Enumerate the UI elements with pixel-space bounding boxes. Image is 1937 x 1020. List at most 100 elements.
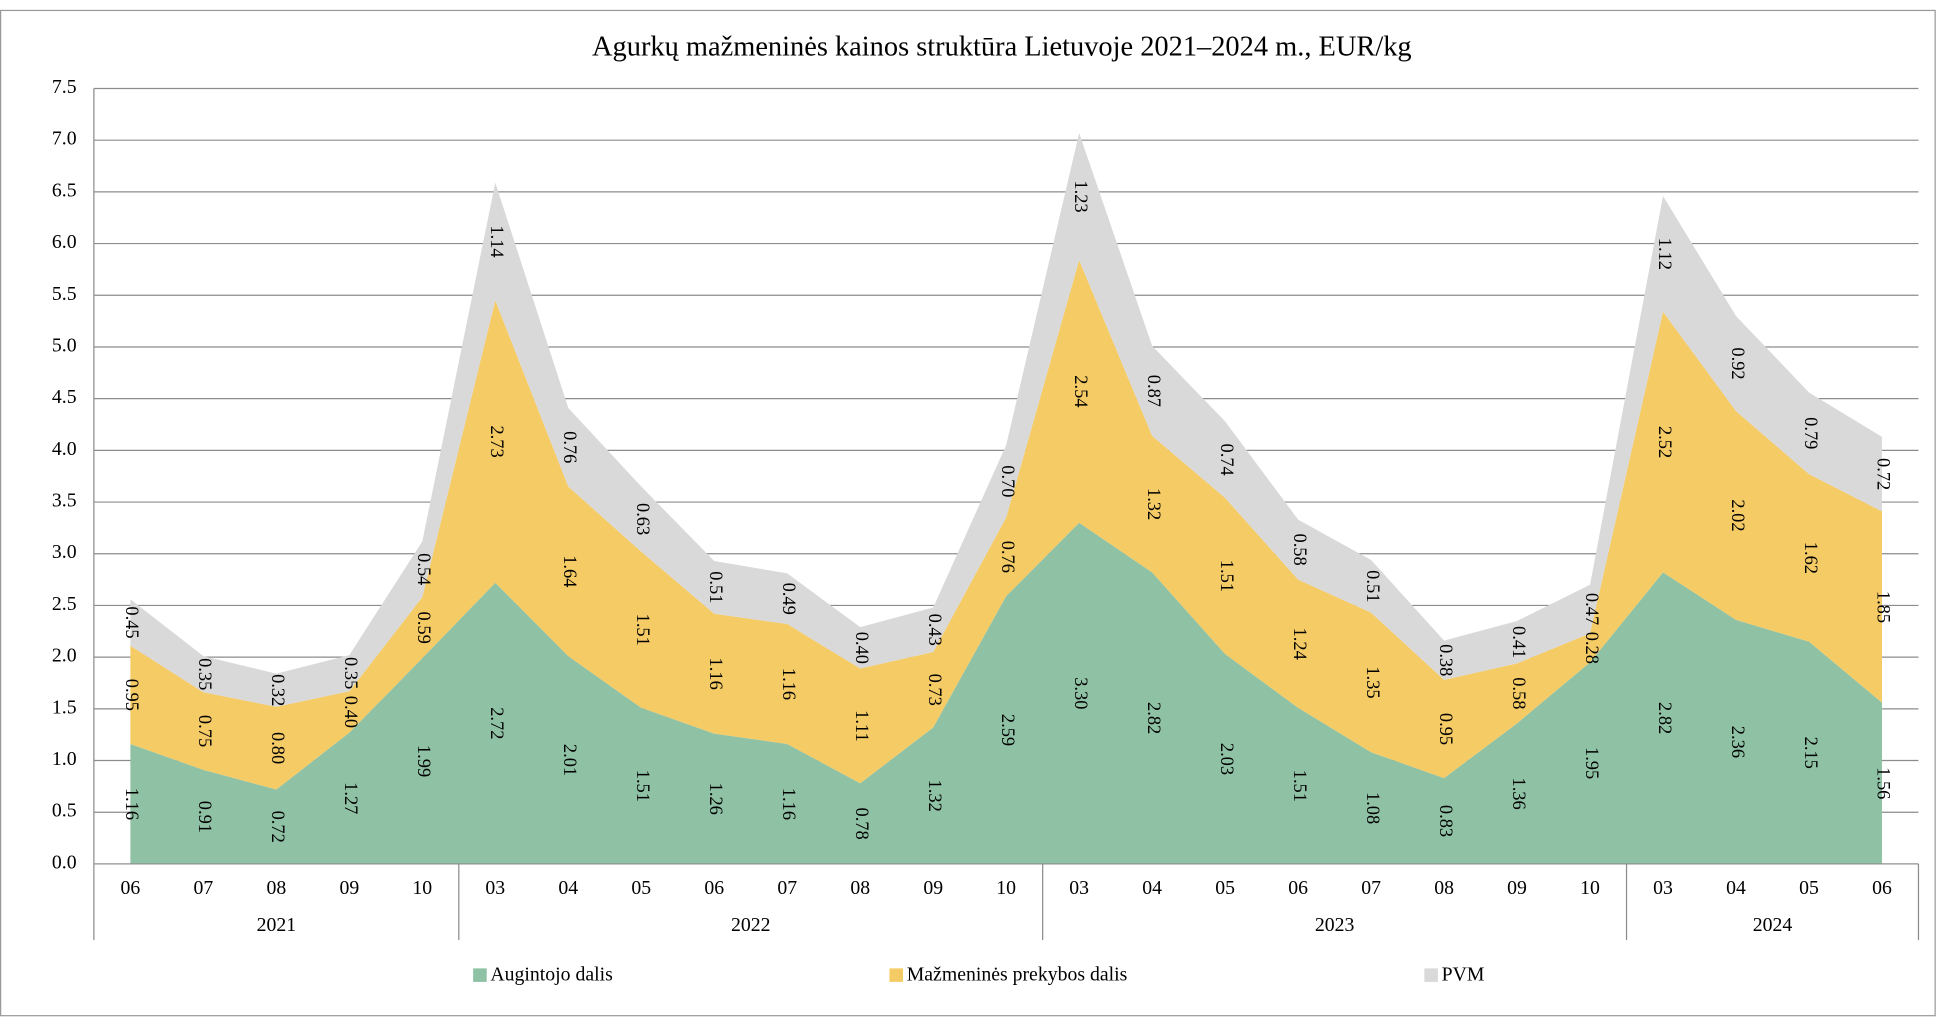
data-label: 0.58 <box>1509 677 1529 709</box>
legend-swatch <box>889 968 904 982</box>
data-label: 1.95 <box>1582 747 1602 779</box>
group-label: 2021 <box>257 914 297 936</box>
data-label: 0.79 <box>1801 417 1821 449</box>
data-label: 2.01 <box>560 744 580 776</box>
data-label: 1.08 <box>1363 792 1383 824</box>
data-label: 0.28 <box>1582 632 1602 664</box>
x-tick-label: 08 <box>1434 877 1454 899</box>
y-tick-label: 0.0 <box>52 851 77 873</box>
data-label: 1.26 <box>706 783 726 815</box>
data-label: 1.23 <box>1071 180 1091 212</box>
x-tick-label: 08 <box>266 877 286 899</box>
data-label: 1.12 <box>1655 238 1675 270</box>
data-label: 1.27 <box>341 782 361 814</box>
chart-title: Agurkų mažmeninės kainos struktūra Lietu… <box>592 32 1412 63</box>
data-label: 2.52 <box>1655 426 1675 458</box>
data-label: 1.51 <box>1217 560 1237 592</box>
x-tick-label: 03 <box>1069 877 1089 899</box>
data-label: 3.30 <box>1071 677 1091 709</box>
data-label: 1.64 <box>560 555 580 587</box>
y-tick-label: 7.0 <box>52 128 77 150</box>
data-label: 0.76 <box>560 431 580 463</box>
data-label: 1.16 <box>779 668 799 700</box>
x-tick-label: 05 <box>1799 877 1819 899</box>
data-label: 1.99 <box>414 745 434 777</box>
legend-swatch <box>473 968 487 982</box>
x-tick-label: 06 <box>1872 877 1892 899</box>
y-tick-label: 1.0 <box>52 748 77 770</box>
data-label: 1.35 <box>1363 666 1383 698</box>
data-label: 1.24 <box>1290 628 1310 660</box>
data-label: 0.63 <box>633 503 653 535</box>
y-tick-label: 1.5 <box>52 696 77 718</box>
data-label: 0.43 <box>925 614 945 646</box>
data-label: 0.75 <box>195 715 215 747</box>
y-tick-label: 5.5 <box>52 283 77 305</box>
x-tick-label: 04 <box>1726 877 1746 899</box>
data-label: 1.85 <box>1874 591 1894 623</box>
x-tick-label: 05 <box>631 877 651 899</box>
data-label: 1.51 <box>1290 770 1310 802</box>
x-tick-label: 06 <box>1288 877 1308 899</box>
data-label: 0.51 <box>706 571 726 603</box>
data-label: 0.49 <box>779 583 799 615</box>
data-label: 2.36 <box>1728 726 1748 758</box>
data-label: 1.11 <box>852 710 872 742</box>
group-label: 2024 <box>1753 914 1793 936</box>
y-tick-label: 4.5 <box>52 386 77 408</box>
data-label: 0.59 <box>414 612 434 644</box>
y-tick-label: 0.5 <box>52 800 77 822</box>
data-label: 1.32 <box>925 780 945 812</box>
x-tick-label: 10 <box>412 877 432 899</box>
data-label: 0.76 <box>998 541 1018 573</box>
data-label: 0.38 <box>1436 644 1456 676</box>
x-tick-label: 06 <box>704 877 724 899</box>
legend-label: Augintojo dalis <box>490 963 612 985</box>
area <box>130 522 1882 864</box>
y-tick-label: 2.0 <box>52 645 77 667</box>
x-tick-label: 09 <box>1507 877 1527 899</box>
y-tick-label: 3.5 <box>52 490 77 512</box>
data-label: 0.32 <box>268 674 288 706</box>
x-tick-label: 04 <box>1142 877 1162 899</box>
data-label: 0.51 <box>1363 570 1383 602</box>
data-label: 0.91 <box>195 801 215 833</box>
data-label: 0.45 <box>122 606 142 638</box>
x-tick-label: 07 <box>1361 877 1381 899</box>
x-tick-label: 09 <box>339 877 359 899</box>
x-tick-label: 07 <box>193 877 213 899</box>
data-label: 2.59 <box>998 714 1018 746</box>
x-tick-label: 03 <box>1653 877 1673 899</box>
data-label: 2.72 <box>487 707 507 739</box>
data-label: 0.40 <box>852 632 872 664</box>
data-label: 0.35 <box>195 658 215 690</box>
data-label: 0.74 <box>1217 444 1237 476</box>
data-label: 0.41 <box>1509 626 1529 658</box>
data-label: 1.36 <box>1509 777 1529 809</box>
y-tick-label: 7.5 <box>52 76 77 98</box>
data-label: 2.54 <box>1071 375 1091 407</box>
x-tick-label: 10 <box>996 877 1016 899</box>
x-tick-label: 05 <box>1215 877 1235 899</box>
y-tick-label: 3.0 <box>52 541 77 563</box>
data-label: 0.73 <box>925 674 945 706</box>
data-label: 0.80 <box>268 732 288 764</box>
data-label: 1.51 <box>633 614 653 646</box>
x-tick-label: 06 <box>120 877 140 899</box>
data-label: 1.32 <box>1144 488 1164 520</box>
data-label: 2.03 <box>1217 743 1237 775</box>
legend-swatch <box>1424 968 1438 982</box>
data-label: 0.54 <box>414 553 434 585</box>
data-label: 0.72 <box>268 811 288 843</box>
data-label: 1.51 <box>633 770 653 802</box>
data-label: 0.95 <box>122 679 142 711</box>
y-tick-label: 5.0 <box>52 335 77 357</box>
group-label: 2022 <box>731 914 771 936</box>
data-label: 0.92 <box>1728 347 1748 379</box>
data-label: 2.02 <box>1728 499 1748 531</box>
data-label: 2.15 <box>1801 737 1821 769</box>
data-label: 2.73 <box>487 425 507 457</box>
data-label: 0.40 <box>341 696 361 728</box>
group-label: 2023 <box>1315 914 1355 936</box>
data-label: 0.47 <box>1582 593 1602 625</box>
